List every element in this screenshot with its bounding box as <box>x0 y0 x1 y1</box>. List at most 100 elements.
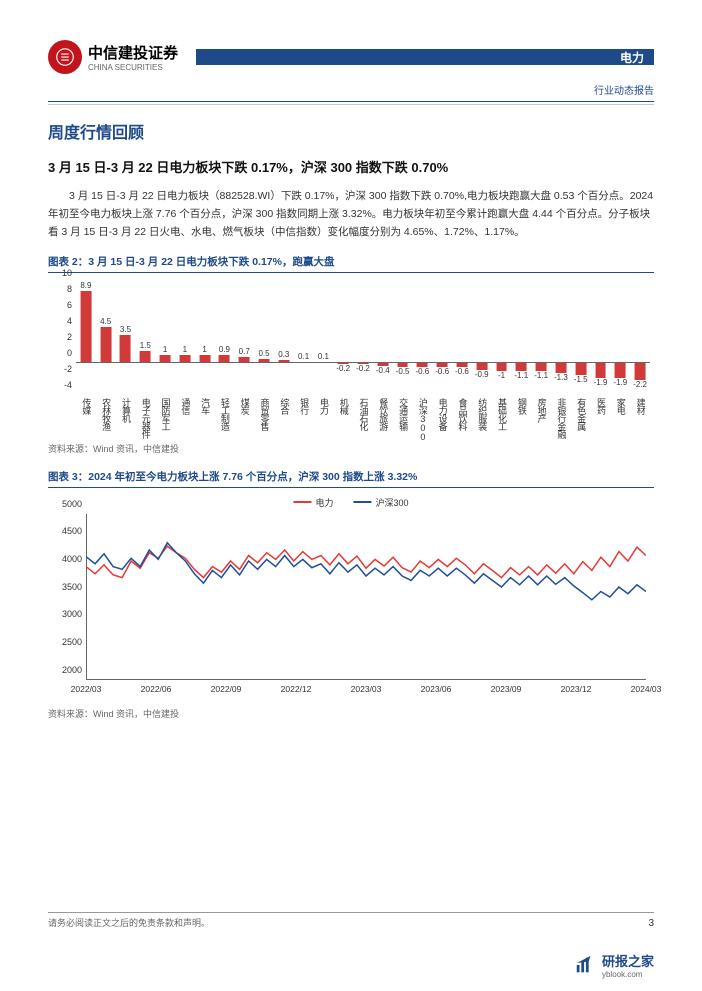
bar-category-label: 房地产 <box>537 398 546 422</box>
bar-category-label: 电力 <box>319 398 328 414</box>
bar-value-label: -0.2 <box>356 364 370 373</box>
sector-label: 电力 <box>620 49 644 66</box>
bar-column: 8.9传媒 <box>78 283 94 395</box>
bar-rect <box>120 335 131 363</box>
bar-category-label: 医药 <box>596 398 605 414</box>
fig3-legend: 电力 沪深300 <box>293 496 408 509</box>
bar-value-label: -1.1 <box>534 371 548 380</box>
bar-rect <box>516 363 527 372</box>
bar-category-label: 电子元器件 <box>141 398 150 438</box>
line-xtick: 2022/06 <box>141 684 172 694</box>
legend-swatch <box>353 501 371 503</box>
legend-label: 电力 <box>315 496 333 509</box>
bar-value-label: 0.5 <box>258 349 269 358</box>
bar-category-label: 银行 <box>299 398 308 414</box>
bar-category-label: 汽车 <box>200 398 209 414</box>
bar-value-label: 1 <box>202 345 206 354</box>
bar-column: -1.1钢铁 <box>513 283 529 395</box>
fig2-caption: 图表 2：3 月 15 日-3 月 22 日电力板块下跌 0.17%，跑赢大盘 <box>48 254 654 273</box>
fig3-line-chart: 电力沪深300 20002500300035004000450050002022… <box>48 494 654 704</box>
line-ytick: 4500 <box>50 526 82 536</box>
bar-column: 0.9轻工制造 <box>217 283 233 395</box>
bar-value-label: 4.5 <box>100 317 111 326</box>
line-ytick: 3500 <box>50 582 82 592</box>
bar-column: -0.5交通运输 <box>395 283 411 395</box>
bar-value-label: -0.4 <box>376 366 390 375</box>
bar-column: -0.9纺织服装 <box>474 283 490 395</box>
bar-category-label: 石油石化 <box>358 398 367 430</box>
bar-column: -0.6电力设备 <box>434 283 450 395</box>
line-xtick: 2023/09 <box>491 684 522 694</box>
bar-category-label: 传媒 <box>81 398 90 414</box>
bar-column: -1.1房地产 <box>533 283 549 395</box>
bar-category-label: 餐饮旅游 <box>378 398 387 430</box>
legend-item: 沪深300 <box>353 496 408 509</box>
bar-rect <box>615 363 626 378</box>
watermark: 研报之家 yblook.com <box>574 951 654 979</box>
line-ytick: 4000 <box>50 554 82 564</box>
bar-column: 3.5计算机 <box>118 283 134 395</box>
footer-divider <box>48 912 654 913</box>
bar-column: -1.9医药 <box>593 283 609 395</box>
divider-blue <box>48 101 654 102</box>
bar-ytick: 4 <box>52 316 72 326</box>
page-header: 中信建投证券 CHINA SECURITIES 电力 <box>48 40 654 74</box>
bar-ytick: 2 <box>52 332 72 342</box>
line-xtick: 2022/09 <box>211 684 242 694</box>
line-ytick: 3000 <box>50 609 82 619</box>
line-xtick: 2024/03 <box>631 684 662 694</box>
bar-category-label: 纺织服装 <box>477 398 486 430</box>
bar-value-label: -0.6 <box>435 367 449 376</box>
line-xtick: 2023/03 <box>351 684 382 694</box>
body-paragraph: 3 月 15 日-3 月 22 日电力板块（882528.WI）下跌 0.17%… <box>48 188 654 242</box>
bar-category-label: 电力设备 <box>438 398 447 430</box>
sector-bar: 电力 <box>196 49 654 65</box>
company-name-en: CHINA SECURITIES <box>88 63 178 72</box>
company-logo: 中信建投证券 CHINA SECURITIES <box>48 40 178 74</box>
bar-category-label: 煤炭 <box>240 398 249 414</box>
bar-zero-line <box>76 362 650 363</box>
line-ytick: 5000 <box>50 499 82 509</box>
bar-rect <box>575 363 586 375</box>
logo-icon <box>48 40 82 74</box>
bar-value-label: -1.1 <box>514 371 528 380</box>
line-xtick: 2023/12 <box>561 684 592 694</box>
bar-column: 1通信 <box>177 283 193 395</box>
bar-column: -2.2建材 <box>632 283 648 395</box>
bar-rect <box>595 363 606 378</box>
fig3-source: 资料来源：Wind 资讯，中信建投 <box>48 707 654 720</box>
sub-title: 3 月 15 日-3 月 22 日电力板块下跌 0.17%，沪深 300 指数下… <box>48 157 654 176</box>
bar-column: 0.3综合 <box>276 283 292 395</box>
fig3-caption: 图表 3：2024 年初至今电力板块上涨 7.76 个百分点，沪深 300 指数… <box>48 469 654 488</box>
bar-value-label: 0.3 <box>278 350 289 359</box>
legend-label: 沪深300 <box>375 496 408 509</box>
line-svg <box>86 514 646 680</box>
bar-ytick: -4 <box>52 380 72 390</box>
bar-column: 1国防军工 <box>157 283 173 395</box>
bar-rect <box>496 363 507 371</box>
bar-value-label: 0.7 <box>239 347 250 356</box>
watermark-name: 研报之家 <box>602 951 654 970</box>
bar-category-label: 非银行金融 <box>556 398 565 438</box>
bar-ytick: 6 <box>52 300 72 310</box>
bar-column: -1基础化工 <box>494 283 510 395</box>
watermark-icon <box>574 954 596 976</box>
report-type: 行业动态报告 <box>48 82 654 97</box>
divider-grey <box>48 104 654 105</box>
bar-category-label: 沪深300 <box>418 398 427 441</box>
bar-category-label: 建材 <box>636 398 645 414</box>
bar-value-label: -1.9 <box>613 378 627 387</box>
bar-value-label: -1.5 <box>574 375 588 384</box>
watermark-url: yblook.com <box>602 970 654 979</box>
bar-value-label: -1.9 <box>594 378 608 387</box>
bar-category-label: 交通运输 <box>398 398 407 430</box>
bar-category-label: 国防军工 <box>161 398 170 430</box>
bar-category-label: 通信 <box>180 398 189 414</box>
bar-rect <box>536 363 547 372</box>
bar-value-label: -0.6 <box>415 367 429 376</box>
footer-disclaimer: 请务必阅读正文之后的免责条款和声明。 <box>48 916 210 929</box>
bar-column: -0.6食品饮料 <box>454 283 470 395</box>
bar-category-label: 家电 <box>616 398 625 414</box>
bar-rect <box>100 327 111 363</box>
bar-column: -0.2石油石化 <box>355 283 371 395</box>
